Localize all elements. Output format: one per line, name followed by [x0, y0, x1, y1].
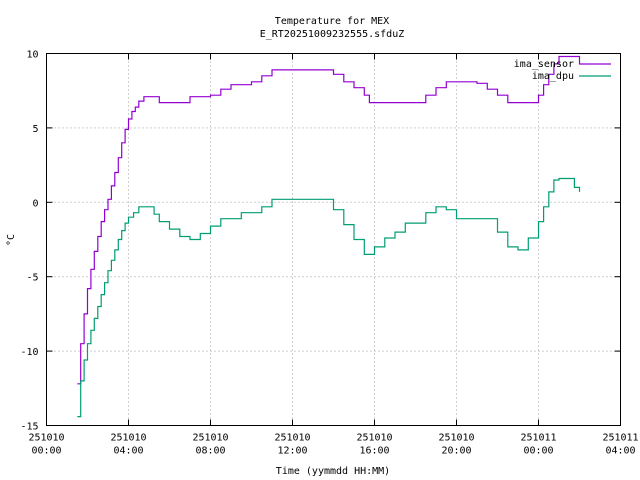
x-tick-label-time: 16:00 — [359, 446, 389, 457]
y-tick-label: -15 — [20, 422, 38, 433]
axis-ticks: 1050-5-10-1525101000:0025101004:00251010… — [20, 50, 638, 457]
x-tick-label-time: 12:00 — [277, 446, 307, 457]
x-axis-label: Time (yymmdd HH:MM) — [276, 466, 390, 477]
plot-frame — [46, 53, 621, 426]
x-tick-label-time: 20:00 — [441, 446, 471, 457]
y-tick-label: 10 — [26, 50, 38, 61]
x-tick-label-date: 251011 — [602, 433, 638, 444]
x-tick-label-date: 251010 — [438, 433, 474, 444]
chart-subtitle: E_RT20251009232555.sfduZ — [260, 29, 405, 40]
x-tick-label-time: 08:00 — [195, 446, 225, 457]
y-tick-label: -5 — [26, 273, 38, 284]
x-tick-label-time: 00:00 — [523, 446, 553, 457]
y-tick-label: -10 — [20, 347, 38, 358]
series-lines — [77, 55, 581, 418]
y-axis-label: °C — [6, 234, 17, 246]
x-tick-label-date: 251010 — [192, 433, 228, 444]
x-tick-label-time: 04:00 — [605, 446, 635, 457]
x-tick-label-date: 251010 — [28, 433, 64, 444]
x-tick-label-date: 251010 — [274, 433, 310, 444]
series-line-ima-dpu — [77, 177, 581, 418]
legend-label: ima_sensor — [514, 59, 574, 70]
y-tick-label: 0 — [32, 198, 38, 209]
x-tick-label-date: 251010 — [110, 433, 146, 444]
y-tick-label: 5 — [32, 124, 38, 135]
series-line-ima-sensor — [77, 55, 581, 385]
grid — [46, 53, 621, 426]
x-tick-label-date: 251011 — [520, 433, 556, 444]
x-tick-label-time: 04:00 — [113, 446, 143, 457]
legend-label: ima_dpu — [532, 71, 574, 82]
x-tick-label-date: 251010 — [356, 433, 392, 444]
x-tick-label-time: 00:00 — [31, 446, 61, 457]
chart-title: Temperature for MEX — [275, 16, 389, 27]
